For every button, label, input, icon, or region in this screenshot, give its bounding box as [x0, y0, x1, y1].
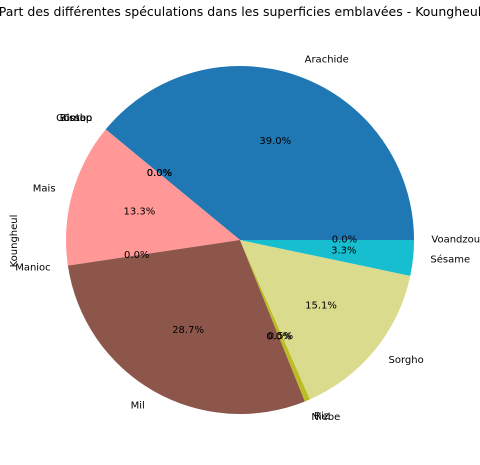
category-label-bissap: Bissap [60, 113, 93, 124]
category-label-riz: Riz [314, 411, 329, 422]
pie-slices [66, 66, 414, 414]
pie-slice-arachide [105, 66, 414, 240]
percent-label-coton: 0.0% [147, 168, 172, 179]
percent-label-mil: 28.7% [172, 325, 204, 336]
percent-label-sorgho: 15.1% [305, 300, 337, 311]
category-label-sesame: Sésame [430, 253, 470, 265]
chart-title: Part des différentes spéculations dans l… [0, 4, 480, 19]
category-label-manioc: Manioc [15, 263, 51, 274]
category-label-gombo: Gombo [56, 113, 92, 124]
pie-labels: Arachide 39.0% Bissap 0.0% Coton 0.0% Gombo 0.0… [15, 54, 480, 423]
y-axis-label: Koungheul [9, 215, 20, 268]
pie-slice-riz [240, 240, 310, 402]
pie-slice-sorgho [240, 240, 411, 400]
pie-slice-mais [66, 129, 241, 266]
pie-slice-sesame [240, 240, 414, 276]
percent-label-niebe: 0.0% [266, 331, 291, 342]
category-label-niebe: Niebe [311, 412, 340, 423]
pie-slice-mil [67, 240, 305, 414]
category-label-mil: Mil [131, 401, 145, 412]
percent-label-riz: 0.5% [268, 331, 293, 342]
category-label-mais: Mais [33, 183, 56, 194]
category-label-voandzou: Voandzou [431, 235, 480, 246]
category-label-sorgho: Sorgho [389, 355, 424, 366]
percent-label-bissap: 0.0% [147, 168, 172, 179]
percent-label-gombo: 0.0% [147, 168, 172, 179]
percent-label-arachide: 39.0% [259, 136, 291, 147]
percent-label-manioc: 0.0% [124, 250, 149, 261]
category-label-coton: Coton [63, 113, 92, 124]
percent-label-voandzou: 0.0% [332, 235, 357, 246]
percent-label-mais: 13.3% [123, 207, 155, 218]
category-label-arachide: Arachide [305, 54, 349, 65]
percent-label-sesame: 3.3% [331, 245, 356, 256]
